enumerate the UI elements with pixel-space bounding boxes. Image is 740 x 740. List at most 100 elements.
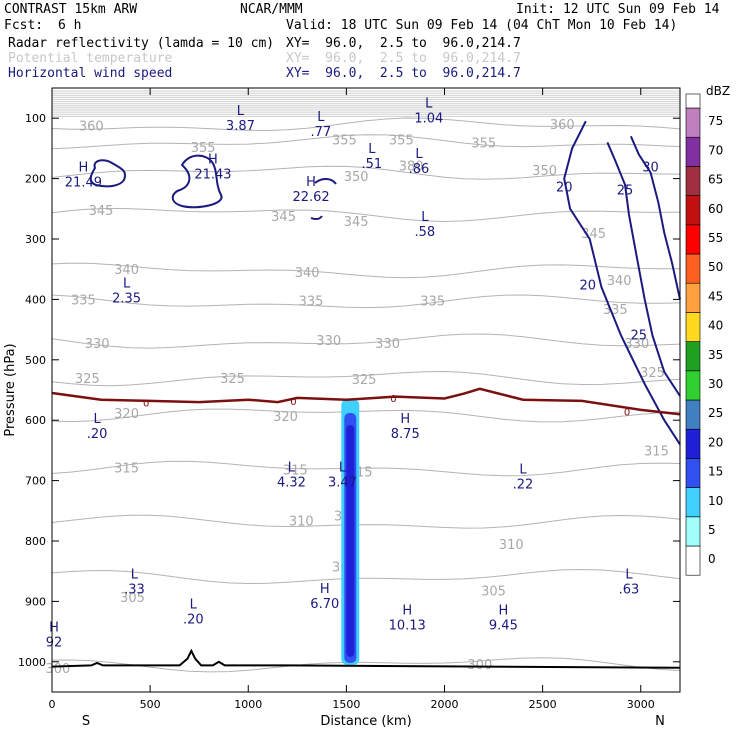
reflectivity-core <box>346 425 355 657</box>
theta-contour-label: 335 <box>299 295 324 310</box>
theta-contour-label: 315 <box>114 461 139 476</box>
extremum-type: L <box>625 567 633 582</box>
colorbar-swatch <box>685 166 701 196</box>
colorbar-label: 5 <box>708 523 716 537</box>
theta-contour-line <box>51 408 681 423</box>
extremum-type: L <box>190 598 198 613</box>
extremum-value: 10.13 <box>389 619 426 634</box>
theta-contour-label: 330 <box>85 337 110 352</box>
colorbar-label: 65 <box>708 173 723 187</box>
x-end-label-south: S <box>82 714 90 729</box>
colorbar-label: 35 <box>708 348 723 362</box>
theta-contour-label: 340 <box>295 266 320 281</box>
extremum-type: L <box>123 276 131 291</box>
extremum-type: L <box>425 96 433 111</box>
fcst-label: Fcst: <box>4 18 44 33</box>
extremum-value: 92 <box>46 636 63 651</box>
colorbar-swatch <box>685 428 701 459</box>
colorbar-swatch <box>685 458 701 488</box>
colorbar-label: 10 <box>708 494 723 508</box>
theta-contour-label: 330 <box>375 337 400 352</box>
colorbar-top-cap <box>685 93 701 109</box>
extremum-type: H <box>320 582 330 597</box>
extremum-type: L <box>131 567 139 582</box>
field-theta-xy: XY= 96.0, 2.5 to 96.0,214.7 <box>286 51 521 66</box>
wind-speed-label: 25 <box>631 328 648 343</box>
extremum-type: L <box>421 210 429 225</box>
theta-contour-label: 355 <box>471 136 496 151</box>
extremum-value: 6.70 <box>310 597 339 612</box>
colorbar-label: 25 <box>708 406 723 420</box>
x-tick-label: 3000 <box>627 698 655 711</box>
colorbar-swatch <box>685 516 701 547</box>
colorbar-label: 40 <box>708 319 723 333</box>
extremum-type: L <box>368 142 376 157</box>
theta-contour-label: 355 <box>389 133 414 148</box>
field-reflectivity-xy: XY= 96.0, 2.5 to 96.0,214.7 <box>286 36 521 51</box>
theta-contour-label: 325 <box>220 372 245 387</box>
y-tick-label: 600 <box>25 414 46 427</box>
wind-speed-contour <box>629 135 681 300</box>
extremum-value: 9.45 <box>489 619 518 634</box>
wind-speed-closed-contour <box>89 159 126 188</box>
theta-contour-label: 325 <box>640 366 665 381</box>
terrain-line <box>51 648 681 669</box>
field-reflectivity-name: Radar reflectivity (lamda = 10 cm) <box>8 36 275 51</box>
theta-contour-line <box>51 207 681 223</box>
wind-speed-closed-contour <box>310 215 323 221</box>
wind-speed-label: 25 <box>617 183 634 198</box>
extremum-type: H <box>49 621 59 636</box>
extremum-type: L <box>339 461 347 476</box>
extremum-type: H <box>498 604 508 619</box>
colorbar-swatch <box>685 341 701 372</box>
field-wind-xy: XY= 96.0, 2.5 to 96.0,214.7 <box>286 66 521 81</box>
extremum-value: .20 <box>87 427 108 442</box>
extremum-type: H <box>402 604 412 619</box>
colorbar-swatch <box>685 545 701 576</box>
theta-contour-line <box>51 460 681 477</box>
colorbar-label: 15 <box>708 465 723 479</box>
theta-contour-label: 345 <box>89 204 114 219</box>
wind-speed-label: 20 <box>579 278 596 293</box>
extremum-value: .20 <box>183 613 204 628</box>
x-axis-title: Distance (km) <box>320 714 411 729</box>
y-tick-label: 900 <box>25 595 46 608</box>
colorbar-label: 75 <box>708 114 723 128</box>
colorbar-swatch <box>685 399 701 430</box>
extremum-type: L <box>317 110 325 125</box>
wind-speed-closed-contour <box>171 154 223 209</box>
theta-contour-label: 300 <box>45 662 70 677</box>
extremum-value: .86 <box>409 162 430 177</box>
theta-contour-line <box>51 294 681 309</box>
extremum-value: 21.49 <box>65 175 102 190</box>
x-tick-label: 500 <box>140 698 161 711</box>
theta-contour-label: 305 <box>481 585 506 600</box>
y-tick-label: 500 <box>25 354 46 367</box>
theta-contour-label: 315 <box>644 444 669 459</box>
extremum-value: .58 <box>415 225 436 240</box>
extremum-type: H <box>208 153 218 168</box>
theta-contour-label: 335 <box>420 295 445 310</box>
colorbar-swatch <box>685 282 701 313</box>
extremum-value: 3.47 <box>328 476 357 491</box>
x-tick-label: 1500 <box>332 698 360 711</box>
colorbar-swatch <box>685 136 701 167</box>
wind-speed-contour <box>563 120 681 445</box>
y-tick-label: 800 <box>25 535 46 548</box>
theta-contour-line <box>51 333 681 349</box>
theta-contour-label: 360 <box>550 118 575 133</box>
fcst-value: 6 h <box>58 18 82 33</box>
x-tick-label: 2500 <box>529 698 557 711</box>
wind-speed-label: 20 <box>556 180 573 195</box>
theta-contour-label: 345 <box>344 215 369 230</box>
valid-time: Valid: 18 UTC Sun 09 Feb 14 (04 ChT Mon … <box>286 18 678 33</box>
extremum-type: L <box>519 462 527 477</box>
extremum-value: 8.75 <box>391 427 420 442</box>
model-title: CONTRAST 15km ARW <box>4 2 138 17</box>
colorbar-unit: dBZ <box>706 84 730 98</box>
theta-contour-line <box>51 370 681 387</box>
theta-contour-label: 340 <box>607 274 632 289</box>
theta-contour-label: 310 <box>289 514 314 529</box>
extremum-value: 4.32 <box>277 476 306 491</box>
